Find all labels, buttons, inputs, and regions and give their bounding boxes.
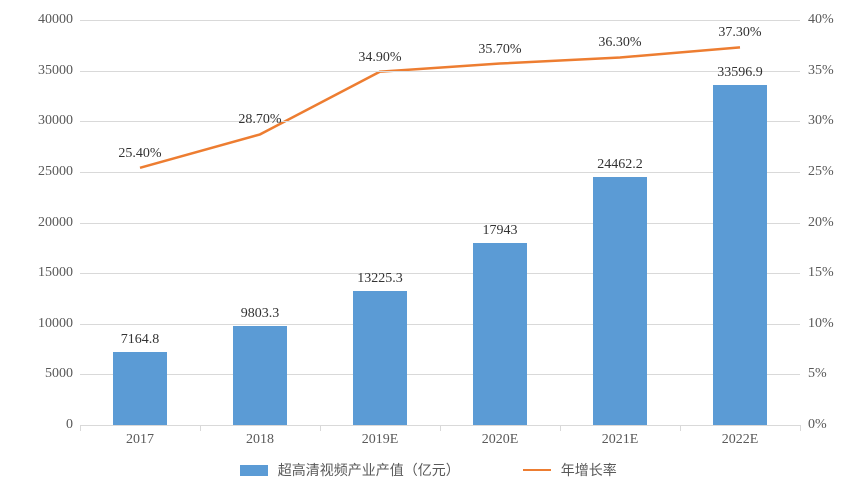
line-value-label: 36.30% xyxy=(598,35,641,51)
y-left-tick-label: 25000 xyxy=(38,164,73,180)
x-tick xyxy=(80,425,81,431)
grid-line xyxy=(80,324,800,325)
grid-line xyxy=(80,273,800,274)
y-left-tick-label: 5000 xyxy=(45,366,73,382)
x-axis-label: 2017 xyxy=(126,432,154,448)
y-right-tick-label: 40% xyxy=(808,12,834,28)
bar xyxy=(473,243,527,425)
line-value-label: 37.30% xyxy=(718,25,761,41)
bar-value-label: 17943 xyxy=(483,223,518,239)
y-right-tick-label: 25% xyxy=(808,164,834,180)
y-left-tick-label: 35000 xyxy=(38,63,73,79)
y-left-tick-label: 30000 xyxy=(38,113,73,129)
line-value-label: 34.90% xyxy=(358,50,401,66)
x-tick xyxy=(320,425,321,431)
bar xyxy=(233,326,287,425)
legend-swatch-line xyxy=(523,469,551,471)
bar-value-label: 24462.2 xyxy=(597,157,643,173)
plot-area: 7164.8 9803.3 13225.3 17943 24462.2 33596.9 25… xyxy=(80,20,800,425)
x-axis-label: 2021E xyxy=(602,432,639,448)
y-left-tick-label: 10000 xyxy=(38,316,73,332)
x-tick xyxy=(200,425,201,431)
bar xyxy=(713,85,767,425)
y-right-tick-label: 35% xyxy=(808,63,834,79)
bar-value-label: 33596.9 xyxy=(717,65,763,81)
grid-line xyxy=(80,71,800,72)
x-axis-label: 2019E xyxy=(362,432,399,448)
bar-value-label: 13225.3 xyxy=(357,271,403,287)
bar-value-label: 7164.8 xyxy=(121,332,160,348)
legend-label-bar: 超高清视频产业产值（亿元） xyxy=(278,464,460,479)
legend-item-bar: 超高清视频产业产值（亿元） xyxy=(240,460,460,480)
bar xyxy=(593,177,647,425)
x-tick xyxy=(440,425,441,431)
y-left-tick-label: 40000 xyxy=(38,12,73,28)
y-left-tick-label: 15000 xyxy=(38,265,73,281)
x-tick xyxy=(800,425,801,431)
y-right-tick-label: 0% xyxy=(808,417,827,433)
grid-line xyxy=(80,172,800,173)
line-value-label: 35.70% xyxy=(478,42,521,58)
line-value-label: 28.70% xyxy=(238,112,281,128)
y-left-tick-label: 20000 xyxy=(38,215,73,231)
y-right-tick-label: 30% xyxy=(808,113,834,129)
y-right-tick-label: 10% xyxy=(808,316,834,332)
grid-line xyxy=(80,223,800,224)
legend-item-line: 年增长率 xyxy=(523,460,617,480)
bar xyxy=(113,352,167,425)
line-series xyxy=(140,47,740,167)
combo-chart: 7164.8 9803.3 13225.3 17943 24462.2 33596.9 25… xyxy=(0,0,857,501)
grid-line xyxy=(80,121,800,122)
legend-swatch-bar xyxy=(240,465,268,476)
x-axis-label: 2020E xyxy=(482,432,519,448)
bar xyxy=(353,291,407,425)
grid-line xyxy=(80,374,800,375)
x-axis-label: 2022E xyxy=(722,432,759,448)
legend: 超高清视频产业产值（亿元） 年增长率 xyxy=(0,460,857,480)
grid-line xyxy=(80,20,800,21)
y-left-tick-label: 0 xyxy=(66,417,73,433)
x-tick xyxy=(680,425,681,431)
x-tick xyxy=(560,425,561,431)
y-right-tick-label: 5% xyxy=(808,366,827,382)
line-value-label: 25.40% xyxy=(118,146,161,162)
bar-value-label: 9803.3 xyxy=(241,306,280,322)
legend-label-line: 年增长率 xyxy=(561,464,617,479)
y-right-tick-label: 20% xyxy=(808,215,834,231)
x-axis-label: 2018 xyxy=(246,432,274,448)
y-right-tick-label: 15% xyxy=(808,265,834,281)
